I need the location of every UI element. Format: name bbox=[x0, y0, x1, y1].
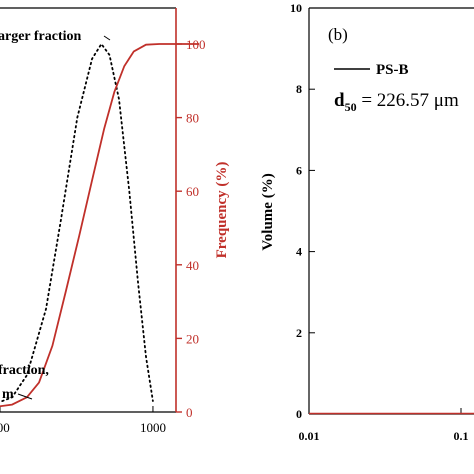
annotation-smaller-fraction-unit: m bbox=[2, 387, 14, 402]
panel-b-label: (b) bbox=[328, 25, 348, 44]
panel-b: 0.01 0.1 0 2 4 6 8 10 Volume (%) (b) PS-B d50 … bbox=[260, 1, 474, 443]
panel-b-y-tick-label: 2 bbox=[296, 326, 302, 340]
panel-b-y-ticks: 0 2 4 6 8 10 bbox=[290, 1, 315, 421]
panel-a-y-tick-label: 60 bbox=[186, 184, 199, 199]
panel-b-y-axis-label: Volume (%) bbox=[260, 173, 276, 250]
panel-b-x-ticks: 0.01 0.1 bbox=[299, 408, 469, 443]
annotation-smaller-fraction-arrow bbox=[17, 393, 33, 400]
panel-b-y-tick-label: 4 bbox=[296, 245, 302, 259]
panel-b-y-tick-label: 8 bbox=[296, 82, 302, 96]
panel-a-y-tick-label: 20 bbox=[186, 331, 199, 346]
panel-a-y-tick-label: 40 bbox=[186, 258, 199, 273]
annotation-larger-fraction-arrow bbox=[103, 35, 111, 41]
cumulative-red-curve bbox=[0, 43, 199, 408]
panel-a-x-tick-label: 100 bbox=[0, 420, 10, 435]
panel-a-x-tick-label: 1000 bbox=[140, 420, 166, 435]
panel-b-y-tick-label: 10 bbox=[290, 1, 302, 15]
panel-b-x-tick-label: 0.1 bbox=[454, 429, 469, 443]
d50-annotation: d50 = 226.57 μm bbox=[334, 90, 459, 114]
panel-a-y-tick-label: 80 bbox=[186, 111, 199, 126]
panel-b-x-tick-label: 0.01 bbox=[299, 429, 320, 443]
annotation-smaller-fraction: fraction, bbox=[0, 363, 49, 378]
annotation-larger-fraction: arger fraction bbox=[0, 29, 82, 44]
legend-label-ps-b: PS-B bbox=[376, 62, 409, 78]
panel-b-y-tick-label: 0 bbox=[296, 407, 302, 421]
panel-a-x-ticks: 100 1000 bbox=[0, 406, 166, 435]
panel-b-y-tick-label: 6 bbox=[296, 163, 302, 177]
d50-value: = 226.57 μm bbox=[357, 90, 459, 111]
frequency-dotted-curve bbox=[0, 42, 154, 403]
d50-subscript: 50 bbox=[345, 100, 357, 114]
panel-a-y-tick-label: 0 bbox=[186, 405, 193, 420]
panel-a: 100 1000 0 20 40 60 80 100 Frequency (%) arger… bbox=[0, 7, 230, 435]
d50-base: d bbox=[334, 90, 345, 111]
panel-a-y-axis-label: Frequency (%) bbox=[214, 162, 230, 259]
panel-a-series bbox=[0, 42, 199, 408]
